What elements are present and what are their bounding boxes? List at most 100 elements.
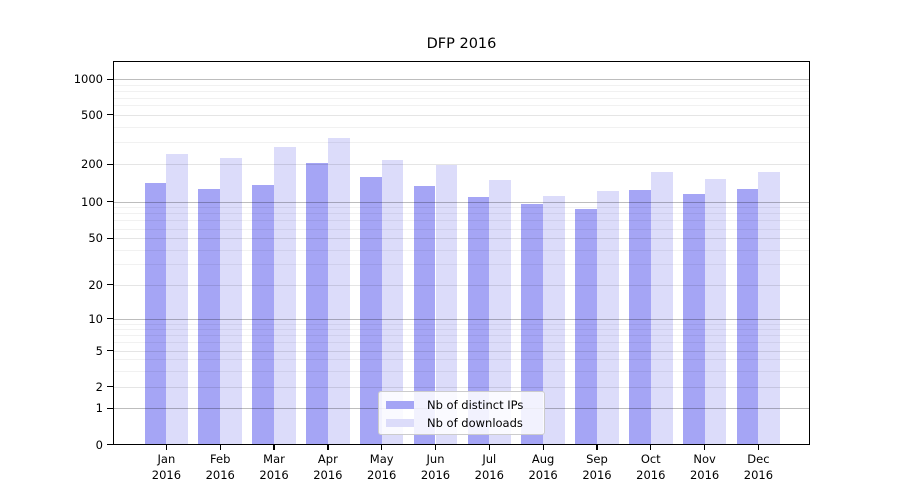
gridline-major — [113, 350, 810, 352]
gridline-minor — [113, 207, 810, 209]
bar-ips-oct — [628, 189, 651, 445]
x-tick-label: Jul 2016 — [474, 452, 504, 482]
bar-ips-jul — [467, 196, 490, 445]
y-tick-mark — [107, 407, 113, 410]
y-tick-label: 0 — [95, 437, 103, 452]
ticks-layer: 0 1 2 5 10 20 50 100 200 500 1000 Jan 2016 Feb 2016 M… — [74, 61, 810, 481]
x-tick-label: May 2016 — [367, 452, 397, 482]
gridline-minor — [113, 249, 810, 251]
x-tick-mark — [273, 445, 275, 450]
gridline-minor — [113, 220, 810, 222]
x-tick-label: Jun 2016 — [420, 452, 451, 482]
gridline-minor — [113, 264, 810, 266]
y-tick-label: 200 — [81, 157, 103, 172]
x-tick-mark — [488, 445, 491, 450]
y-tick-label: 5 — [95, 343, 103, 358]
gridline-minor — [113, 213, 810, 215]
legend-label-distinct-ips: Nb of distinct IPs — [427, 398, 524, 412]
bar-ips-sep — [575, 208, 597, 445]
x-tick-mark — [219, 445, 221, 450]
bar-downloads-feb — [220, 158, 243, 445]
gridline-minor — [113, 97, 810, 99]
gridline-minor — [113, 84, 810, 86]
y-tick-mark — [107, 350, 113, 352]
bars-layer — [113, 61, 810, 445]
y-tick-label: 50 — [88, 231, 103, 246]
y-tick-label: 100 — [81, 194, 103, 209]
gridline-minor — [113, 370, 810, 372]
x-tick-mark — [650, 445, 652, 450]
bar-downloads-jul — [489, 180, 512, 445]
x-tick-mark — [757, 445, 760, 450]
legend: Nb of distinct IPs Nb of downloads — [378, 391, 545, 435]
gridline-major — [113, 79, 810, 81]
plot-area: 0 1 2 5 10 20 50 100 200 500 1000 Jan 2016 Feb 2016 M… — [74, 61, 810, 482]
gridline-major — [113, 164, 810, 166]
y-tick-label: 1000 — [73, 72, 103, 87]
x-tick-label: Feb 2016 — [205, 452, 235, 482]
bar-ips-nov — [682, 193, 705, 445]
gridline-minor — [113, 328, 810, 330]
y-tick-mark — [107, 444, 113, 446]
bar-downloads-dec — [758, 171, 781, 445]
x-tick-label: Jan 2016 — [151, 452, 182, 482]
y-tick-label: 10 — [88, 311, 103, 326]
x-tick-mark — [434, 445, 437, 450]
bar-downloads-jan — [166, 154, 189, 445]
bar-downloads-aug — [543, 195, 565, 445]
x-tick-label: Dec 2016 — [743, 452, 774, 482]
x-tick-label: Apr 2016 — [313, 452, 343, 482]
y-tick-mark — [107, 237, 113, 240]
bar-ips-aug — [521, 204, 544, 445]
gridline-major — [113, 114, 810, 116]
gridline-minor — [113, 126, 810, 128]
bar-ips-may — [359, 177, 382, 445]
bar-downloads-oct — [650, 172, 673, 445]
y-tick-mark — [107, 318, 113, 320]
gridline-minor — [113, 105, 810, 107]
gridline-major — [113, 238, 810, 240]
bar-downloads-jun — [435, 165, 458, 445]
legend-row-downloads: Nb of downloads — [386, 414, 544, 432]
gridline-minor — [113, 323, 810, 325]
gridline-minor — [113, 359, 810, 361]
bar-downloads-nov — [704, 179, 727, 445]
gridline-major — [113, 284, 810, 286]
y-tick-mark — [107, 201, 113, 203]
x-tick-mark — [165, 445, 168, 450]
x-tick-mark — [381, 445, 383, 450]
bar-ips-jan — [144, 183, 167, 445]
y-tick-label: 500 — [81, 107, 103, 122]
gridline-major — [113, 201, 810, 203]
y-tick-label: 20 — [88, 277, 103, 292]
gridline-minor — [113, 142, 810, 144]
y-tick-label: 1 — [95, 401, 103, 416]
legend-swatch-distinct-ips — [386, 401, 414, 409]
x-tick-mark — [327, 445, 329, 450]
bar-ips-jun — [413, 185, 436, 445]
legend-swatch-downloads — [386, 419, 414, 427]
bar-ips-mar — [252, 184, 275, 445]
gridline-minor — [113, 342, 810, 344]
y-tick-label: 2 — [95, 379, 103, 394]
bar-downloads-sep — [596, 190, 619, 445]
x-tick-label: Aug 2016 — [528, 452, 558, 482]
y-tick-mark — [107, 386, 113, 388]
gridline-major — [113, 318, 810, 320]
x-tick-label: Sep 2016 — [582, 452, 612, 482]
bar-ips-apr — [306, 162, 328, 445]
y-tick-mark — [107, 163, 113, 166]
x-tick-label: Oct 2016 — [636, 452, 666, 482]
x-tick-label: Nov 2016 — [689, 452, 720, 482]
legend-row-distinct-ips: Nb of distinct IPs — [386, 396, 544, 414]
x-tick-mark — [704, 445, 706, 450]
chart-title: DFP 2016 — [426, 36, 497, 52]
bar-downloads-mar — [274, 146, 296, 445]
bar-ips-dec — [736, 189, 759, 445]
gridline-minor — [113, 228, 810, 230]
y-tick-mark — [107, 78, 113, 81]
x-tick-label: Mar 2016 — [259, 452, 289, 482]
x-tick-mark — [542, 445, 544, 450]
y-tick-mark — [107, 114, 113, 116]
